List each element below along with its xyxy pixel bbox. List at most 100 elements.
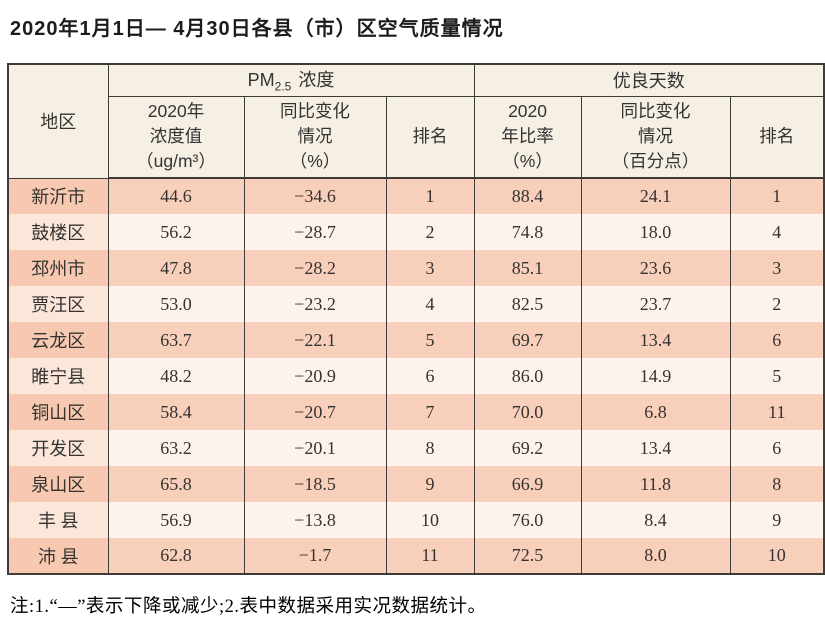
pm-value-cell: 48.2 [108, 358, 245, 394]
region-header: 地区 [8, 64, 109, 179]
good-rank-cell: 2 [730, 286, 825, 322]
region-cell: 沛 县 [8, 538, 109, 574]
pm25-label-suffix: 浓度 [298, 70, 335, 91]
pm-rank-cell: 7 [386, 394, 475, 430]
pm-rank-cell: 10 [386, 502, 475, 538]
good-rank-cell: 11 [730, 394, 825, 430]
table-row: 睢宁县 48.2 −20.9 6 86.0 14.9 5 [8, 358, 825, 394]
table-row: 鼓楼区 56.2 −28.7 2 74.8 18.0 4 [8, 214, 825, 250]
pm-change-cell: −18.5 [244, 466, 387, 502]
good-rank-cell: 9 [730, 502, 825, 538]
good-days-group-header: 优良天数 [474, 64, 825, 97]
table-row: 开发区 63.2 −20.1 8 69.2 13.4 6 [8, 430, 825, 466]
pm-change-cell: −20.1 [244, 430, 387, 466]
good-change-cell: 11.8 [581, 466, 731, 502]
pm-change-cell: −28.7 [244, 214, 387, 250]
pm-rank-cell: 9 [386, 466, 475, 502]
good-ratio-cell: 72.5 [474, 538, 582, 574]
pm-rank-cell: 5 [386, 322, 475, 358]
region-cell: 睢宁县 [8, 358, 109, 394]
pm-rank-cell: 8 [386, 430, 475, 466]
pm-change-cell: −1.7 [244, 538, 387, 574]
good-change-cell: 13.4 [581, 430, 731, 466]
pm-change-cell: −20.9 [244, 358, 387, 394]
good-change-cell: 8.4 [581, 502, 731, 538]
footnote: 注:1.“—”表示下降或减少;2.表中数据采用实况数据统计。 [10, 597, 487, 617]
pm-change-cell: −28.2 [244, 250, 387, 286]
pm-rank-cell: 1 [386, 178, 475, 214]
good-change-header: 同比变化 情况 （百分点） [581, 96, 731, 179]
good-ratio-cell: 70.0 [474, 394, 582, 430]
region-cell: 贾汪区 [8, 286, 109, 322]
region-cell: 泉山区 [8, 466, 109, 502]
pm-rank-cell: 11 [386, 538, 475, 574]
good-change-cell: 14.9 [581, 358, 731, 394]
table-row: 丰 县 56.9 −13.8 10 76.0 8.4 9 [8, 502, 825, 538]
good-ratio-cell: 86.0 [474, 358, 582, 394]
good-rank-header: 排名 [730, 96, 825, 179]
region-cell: 云龙区 [8, 322, 109, 358]
pm-value-cell: 63.2 [108, 430, 245, 466]
page-title: 2020年1月1日— 4月30日各县（市）区空气质量情况 [10, 18, 504, 40]
good-ratio-cell: 74.8 [474, 214, 582, 250]
pm-rank-cell: 6 [386, 358, 475, 394]
good-rank-cell: 10 [730, 538, 825, 574]
pm-value-cell: 47.8 [108, 250, 245, 286]
pm-value-cell: 65.8 [108, 466, 245, 502]
pm25-group-header: PM2.5 浓度 [108, 64, 475, 97]
good-change-cell: 8.0 [581, 538, 731, 574]
table-row: 贾汪区 53.0 −23.2 4 82.5 23.7 2 [8, 286, 825, 322]
good-change-cell: 13.4 [581, 322, 731, 358]
good-change-cell: 24.1 [581, 178, 731, 214]
pm-value-cell: 62.8 [108, 538, 245, 574]
pm-value-cell: 63.7 [108, 322, 245, 358]
pm-value-cell: 56.9 [108, 502, 245, 538]
region-cell: 开发区 [8, 430, 109, 466]
good-rank-cell: 8 [730, 466, 825, 502]
pm-value-header: 2020年 浓度值 （ug/m³） [108, 96, 245, 179]
good-ratio-cell: 85.1 [474, 250, 582, 286]
good-ratio-cell: 66.9 [474, 466, 582, 502]
good-rank-cell: 1 [730, 178, 825, 214]
pm25-label-prefix: PM [247, 70, 275, 91]
region-cell: 新沂市 [8, 178, 109, 214]
good-change-cell: 23.7 [581, 286, 731, 322]
good-ratio-cell: 88.4 [474, 178, 582, 214]
good-rank-cell: 6 [730, 430, 825, 466]
air-quality-table: 地区 PM2.5 浓度 优良天数 2020年 浓度值 （ug/m³） 同比变化 情… [7, 63, 825, 575]
pm-rank-header: 排名 [386, 96, 475, 179]
good-rank-cell: 4 [730, 214, 825, 250]
region-cell: 邳州市 [8, 250, 109, 286]
header-sub-row: 2020年 浓度值 （ug/m³） 同比变化 情况 （%） 排名 2020 年比… [8, 96, 825, 179]
pm-rank-cell: 4 [386, 286, 475, 322]
good-change-cell: 23.6 [581, 250, 731, 286]
table-row: 泉山区 65.8 −18.5 9 66.9 11.8 8 [8, 466, 825, 502]
pm-change-cell: −34.6 [244, 178, 387, 214]
pm-value-cell: 58.4 [108, 394, 245, 430]
pm-value-cell: 53.0 [108, 286, 245, 322]
pm-change-cell: −20.7 [244, 394, 387, 430]
pm-change-header: 同比变化 情况 （%） [244, 96, 387, 179]
good-rank-cell: 3 [730, 250, 825, 286]
good-ratio-cell: 69.7 [474, 322, 582, 358]
header-group-row: 地区 PM2.5 浓度 优良天数 [8, 64, 825, 179]
pm-rank-cell: 3 [386, 250, 475, 286]
pm-change-cell: −23.2 [244, 286, 387, 322]
good-rank-cell: 6 [730, 322, 825, 358]
pm-value-cell: 44.6 [108, 178, 245, 214]
table-row: 云龙区 63.7 −22.1 5 69.7 13.4 6 [8, 322, 825, 358]
good-rank-cell: 5 [730, 358, 825, 394]
table-row: 铜山区 58.4 −20.7 7 70.0 6.8 11 [8, 394, 825, 430]
table-row: 邳州市 47.8 −28.2 3 85.1 23.6 3 [8, 250, 825, 286]
good-change-cell: 18.0 [581, 214, 731, 250]
good-ratio-header: 2020 年比率 （%） [474, 96, 582, 179]
pm25-subscript: 2.5 [274, 80, 292, 95]
table-row: 新沂市 44.6 −34.6 1 88.4 24.1 1 [8, 178, 825, 214]
good-ratio-cell: 76.0 [474, 502, 582, 538]
region-cell: 铜山区 [8, 394, 109, 430]
table-row: 沛 县 62.8 −1.7 11 72.5 8.0 10 [8, 538, 825, 574]
good-ratio-cell: 82.5 [474, 286, 582, 322]
pm-change-cell: −13.8 [244, 502, 387, 538]
pm-change-cell: −22.1 [244, 322, 387, 358]
pm-value-cell: 56.2 [108, 214, 245, 250]
